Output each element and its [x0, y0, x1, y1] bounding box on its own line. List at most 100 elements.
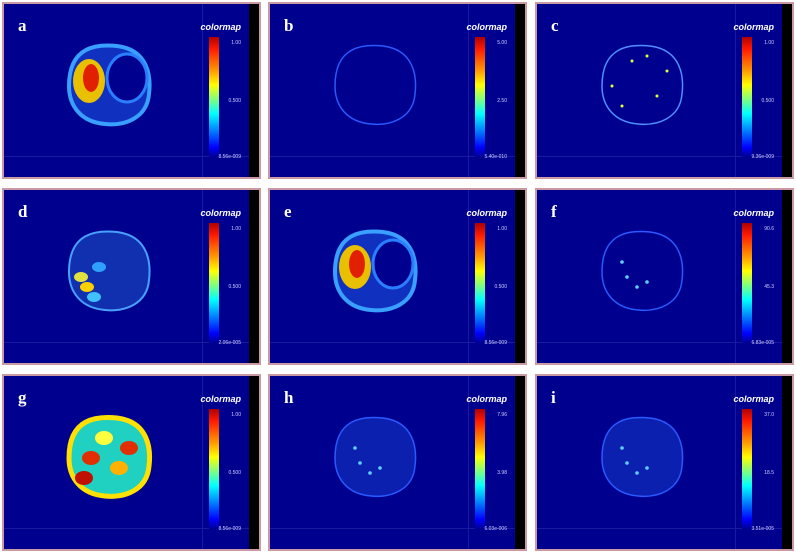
speckle	[655, 94, 659, 98]
panel-baseline	[270, 342, 515, 343]
colormap-mid: 0.500	[228, 470, 241, 476]
colormap-max: 1.00	[497, 226, 507, 232]
colormap-title: colormap	[466, 22, 507, 32]
body-outline	[334, 416, 417, 498]
panel-divider	[735, 4, 736, 177]
colormap-min: 2.06e-005	[218, 340, 241, 346]
body-outline	[601, 44, 684, 126]
colormap-mid: 0.500	[228, 284, 241, 290]
body-outline	[67, 230, 151, 312]
signal-spot	[74, 272, 88, 282]
panel-divider	[202, 4, 203, 177]
panel-divider	[202, 190, 203, 363]
colormap-title: colormap	[200, 394, 241, 404]
scan-image	[67, 230, 151, 312]
panel-label: d	[18, 202, 28, 221]
colormap-mid: 0.500	[494, 284, 507, 290]
speckle	[610, 84, 614, 88]
hot-spot	[349, 250, 365, 278]
scan-image	[601, 44, 684, 126]
colormap-max: 1.00	[231, 226, 241, 232]
panel-divider	[468, 190, 469, 363]
colormap-max: 90.6	[764, 226, 774, 232]
colormap-title: colormap	[200, 22, 241, 32]
signal-dot	[625, 461, 629, 465]
body-outline	[334, 44, 417, 126]
panel-b: b colormap 5.00 2.50 5.40e-010	[268, 2, 527, 179]
colormap-min: 3.51e-005	[751, 526, 774, 532]
signal-dot	[620, 260, 624, 264]
colormap-max: 1.00	[231, 412, 241, 418]
signal-dot	[368, 471, 372, 475]
panel-label: b	[284, 16, 294, 35]
scan-image	[334, 416, 417, 498]
scan-image	[334, 44, 417, 126]
colormap-mid: 0.500	[228, 98, 241, 104]
speckle	[665, 69, 669, 73]
colormap-mid: 3.98	[497, 470, 507, 476]
signal-dot	[358, 461, 362, 465]
signal-dot	[378, 466, 382, 470]
panel-divider	[468, 376, 469, 549]
signal-dot	[625, 275, 629, 279]
body-outline	[601, 230, 684, 312]
signal-dot	[353, 446, 357, 450]
colormap-mid: 0.500	[761, 98, 774, 104]
signal-spot	[80, 282, 94, 292]
colormap-min: 8.56e-009	[484, 340, 507, 346]
signal-dot	[620, 446, 624, 450]
colormap-mid: 18.5	[764, 470, 774, 476]
panel-baseline	[270, 528, 515, 529]
signal-spot	[92, 262, 106, 272]
colormap-max: 1.00	[231, 40, 241, 46]
panel-f: f colormap 90.6 45.3 6.83e-005	[535, 188, 794, 365]
colormap-bar	[742, 409, 752, 529]
colormap-title: colormap	[733, 394, 774, 404]
panel-baseline	[4, 528, 249, 529]
colormap-title: colormap	[466, 208, 507, 218]
colormap-bar	[475, 409, 485, 529]
panel-g: g colormap 1.00 0.500 8.56e-009	[2, 374, 261, 551]
panel-c: c colormap 1.00 0.500 9.36e-009	[535, 2, 794, 179]
colormap-mid: 45.3	[764, 284, 774, 290]
colormap-min: 5.40e-010	[484, 154, 507, 160]
signal-spot	[87, 292, 101, 302]
panel-h: h colormap 7.96 3.98 6.03e-006	[268, 374, 527, 551]
colormap-mid: 2.50	[497, 98, 507, 104]
speckle	[620, 104, 624, 108]
scan-image	[66, 43, 152, 127]
scan-image	[66, 415, 152, 499]
speckle	[645, 54, 649, 58]
colormap-min: 6.83e-005	[751, 340, 774, 346]
signal-dot	[635, 285, 639, 289]
panel-edge	[249, 4, 259, 177]
hot-spot	[95, 431, 113, 445]
panel-d: d colormap 1.00 0.500 2.06e-005	[2, 188, 261, 365]
colormap-max: 1.00	[764, 40, 774, 46]
panel-label: f	[551, 202, 557, 221]
colormap-title: colormap	[733, 22, 774, 32]
panel-edge	[249, 190, 259, 363]
panel-divider	[468, 4, 469, 177]
colormap-min: 9.36e-009	[751, 154, 774, 160]
colormap-bar	[742, 37, 752, 157]
panel-label: g	[18, 388, 27, 407]
panel-baseline	[537, 156, 782, 157]
hot-spot	[75, 471, 93, 485]
colormap-max: 37.0	[764, 412, 774, 418]
hot-spot	[83, 64, 99, 92]
panel-label: a	[18, 16, 27, 35]
panel-edge	[515, 190, 525, 363]
panel-baseline	[4, 342, 249, 343]
colormap-max: 7.96	[497, 412, 507, 418]
scan-image	[601, 230, 684, 312]
colormap-min: 6.03e-006	[484, 526, 507, 532]
panel-baseline	[537, 342, 782, 343]
colormap-bar	[209, 223, 219, 343]
panel-edge	[249, 376, 259, 549]
panel-edge	[515, 376, 525, 549]
colormap-bar	[475, 223, 485, 343]
panel-divider	[735, 376, 736, 549]
signal-dot	[635, 471, 639, 475]
lung-region	[105, 52, 149, 104]
